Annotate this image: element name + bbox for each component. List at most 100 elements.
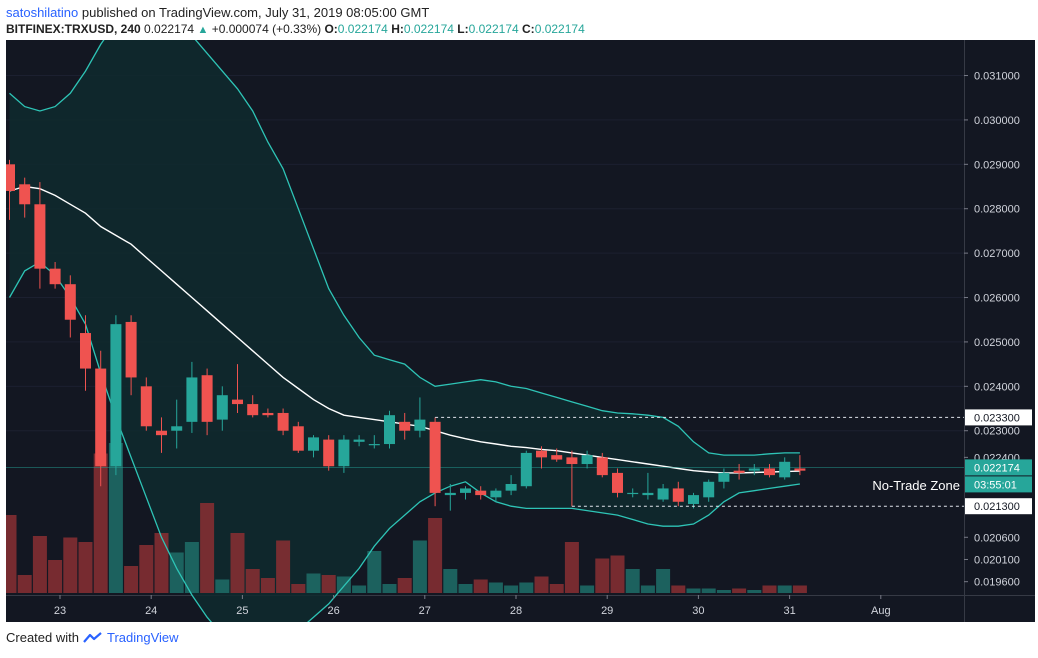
x-tick-label: 29 — [601, 605, 613, 617]
volume-bar — [701, 588, 716, 593]
x-tick-label: 28 — [510, 605, 522, 617]
published-text: published on TradingView.com, July 31, 2… — [81, 5, 430, 20]
candle-body — [95, 368, 107, 467]
last-price-text: 0.022174 — [974, 462, 1020, 474]
symbol-label[interactable]: BITFINEX:TRXUSD, 240 — [6, 22, 141, 36]
tradingview-brand-link[interactable]: TradingView — [106, 630, 179, 645]
volume-bar — [716, 590, 731, 593]
zone-low-price-text: 0.021300 — [974, 501, 1020, 513]
volume-bar — [519, 582, 534, 593]
volume-bar — [336, 576, 351, 593]
volume-bar — [32, 536, 47, 593]
x-tick-label: 23 — [54, 605, 66, 617]
candle-body — [642, 492, 654, 496]
x-tick-label: 24 — [145, 605, 157, 617]
volume-bar — [412, 540, 427, 593]
y-tick-label: 0.020600 — [974, 532, 1020, 544]
volume-bar — [686, 588, 701, 593]
candle-body — [64, 284, 76, 320]
volume-bar — [276, 540, 291, 593]
y-tick-label: 0.023000 — [974, 426, 1020, 438]
volume-bar — [78, 542, 93, 593]
publish-line: satoshilatino published on TradingView.c… — [6, 5, 429, 20]
low-value: 0.022174 — [468, 22, 519, 36]
candle-body — [308, 437, 319, 451]
candle-body — [794, 468, 806, 471]
candle-body — [581, 455, 593, 465]
publisher-link[interactable]: satoshilatino — [6, 5, 79, 20]
price-change: +0.000074 (+0.33%) — [211, 22, 322, 36]
bollinger-upper-line — [9, 40, 800, 456]
y-tick-label: 0.028000 — [974, 204, 1020, 216]
close-label: C: — [522, 22, 535, 36]
candle-body — [323, 439, 335, 467]
volume-bar — [321, 575, 336, 593]
candle-body — [247, 404, 259, 416]
y-tick-label: 0.019600 — [974, 577, 1020, 589]
y-tick-label: 0.025000 — [974, 337, 1020, 349]
volume-bar — [184, 542, 199, 593]
no-trade-zone-label: No-Trade Zone — [872, 478, 960, 493]
zone-high-price-label-box — [965, 409, 1032, 426]
candle-body — [718, 472, 730, 482]
last-price: 0.022174 — [144, 22, 195, 36]
volume-bar — [777, 585, 792, 593]
volume-bar — [747, 590, 762, 593]
price-chart[interactable]: No-Trade Zone 0.031000 0.030000 0.029000 0.0… — [6, 40, 1035, 622]
volume-bar — [443, 569, 458, 593]
candle-body — [779, 461, 791, 478]
candle-body — [277, 412, 289, 431]
volume-bar — [352, 585, 367, 593]
candle-body — [657, 488, 669, 500]
symbol-line: BITFINEX:TRXUSD, 240 0.022174 ▲ +0.00007… — [6, 22, 585, 36]
volume-bar — [762, 585, 777, 593]
candle-body — [262, 412, 274, 416]
x-tick-label: 30 — [692, 605, 704, 617]
volume-bar — [6, 515, 17, 593]
candle-body — [748, 468, 760, 471]
volume-bar — [382, 584, 397, 593]
countdown-text: 03:55:01 — [974, 479, 1017, 491]
chart-header: satoshilatino published on TradingView.c… — [0, 0, 1038, 40]
candle-body — [566, 457, 578, 465]
volume-bar — [656, 569, 671, 593]
candle-body — [292, 426, 304, 451]
volume-bar — [139, 545, 154, 593]
volume-bar — [564, 542, 579, 593]
created-with-text: Created with — [6, 630, 79, 645]
volume-bar — [260, 578, 275, 593]
volume-bar — [580, 585, 595, 593]
volume-bar — [63, 537, 78, 593]
candle-body — [125, 321, 137, 378]
high-label: H: — [391, 22, 404, 36]
price-axis-area — [964, 40, 1035, 622]
x-tick-label: 31 — [783, 605, 795, 617]
candle-body — [201, 375, 213, 422]
high-value: 0.022174 — [403, 22, 454, 36]
candle-body — [475, 490, 487, 496]
candle-body — [156, 430, 167, 436]
footer: Created with TradingView — [6, 630, 179, 645]
y-tick-label: 0.030000 — [974, 115, 1020, 127]
open-value: 0.022174 — [337, 22, 388, 36]
volume-bar — [245, 569, 260, 593]
candle-body — [186, 377, 198, 422]
volume-bar — [595, 558, 610, 593]
zone-high-price-text: 0.023300 — [974, 412, 1020, 424]
volume-bar — [93, 453, 108, 593]
volume-bar — [200, 503, 215, 593]
candle-body — [733, 470, 745, 473]
volume-bar — [428, 518, 443, 593]
y-tick-label: 0.026000 — [974, 293, 1020, 305]
candle-body — [764, 468, 775, 476]
volume-bar — [792, 585, 807, 593]
y-tick-label: 0.029000 — [974, 159, 1020, 171]
volume-bar — [504, 585, 519, 593]
up-arrow-icon: ▲ — [197, 24, 209, 36]
volume-bar — [640, 585, 655, 593]
open-label: O: — [324, 22, 338, 36]
candle-body — [216, 395, 228, 420]
volume-bar — [610, 555, 625, 593]
volume-bar — [625, 569, 640, 593]
low-label: L: — [457, 22, 469, 36]
